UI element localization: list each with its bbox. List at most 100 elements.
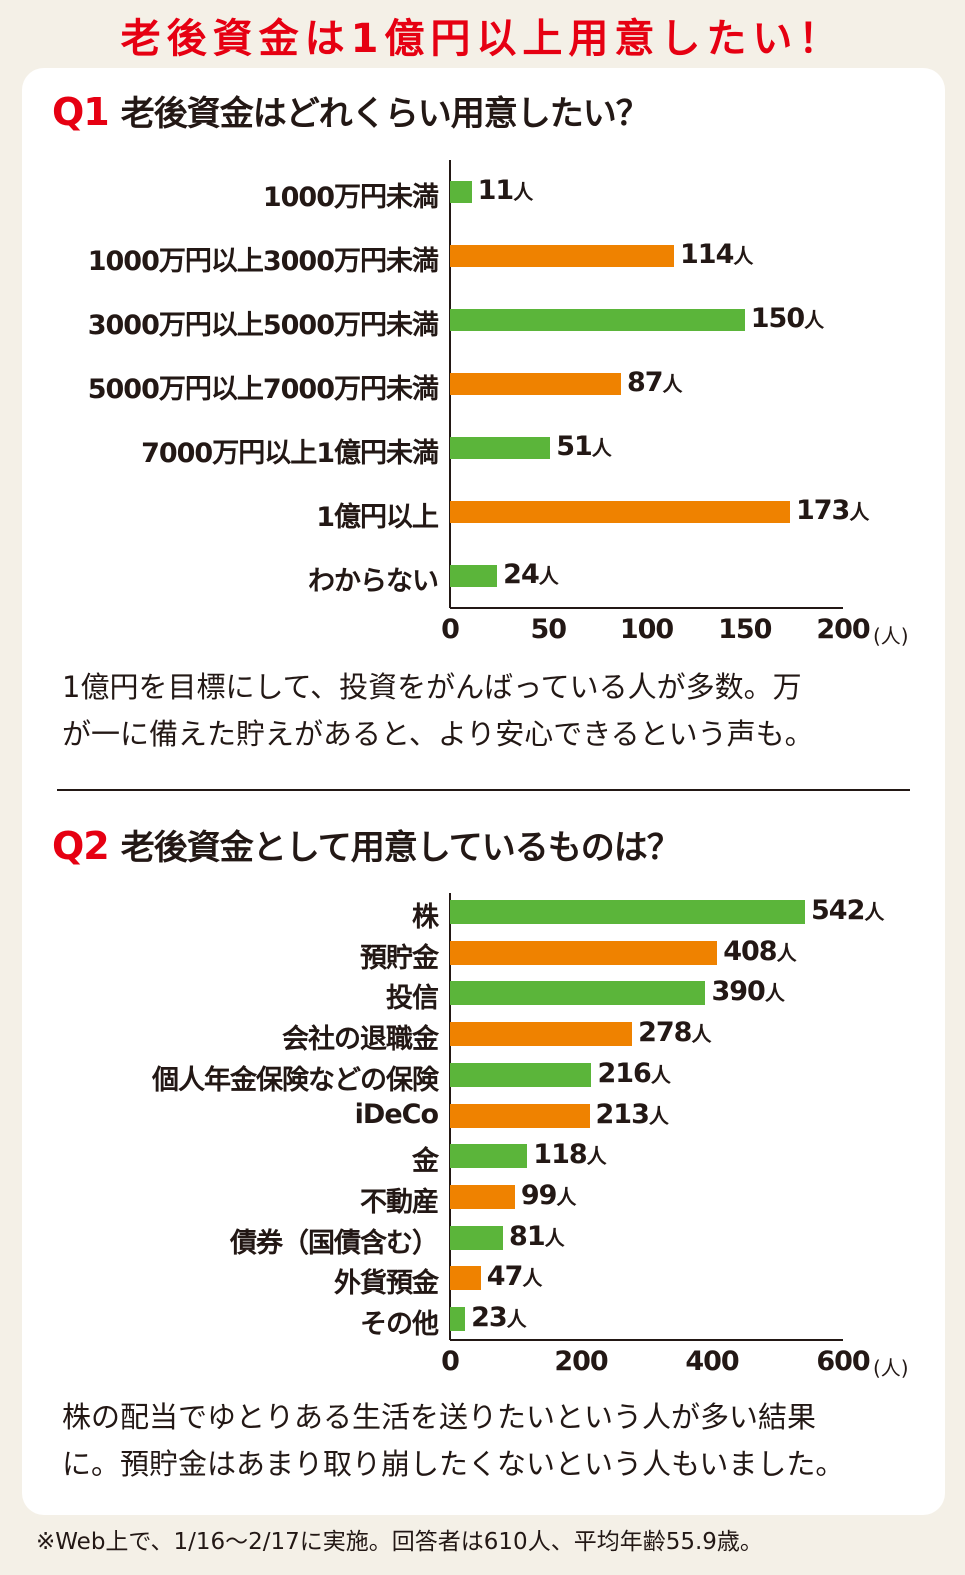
q1-comment: 1億円を目標にして、投資をがんばっている人が多数。万 が一に備えた貯えがあると、… (62, 664, 922, 758)
x-tick-label: 0 (441, 614, 460, 645)
data-value: 390 (711, 976, 765, 1008)
q2-comment-line: 株の配当でゆとりある生活を送りたいという人が多い結果 (62, 1400, 817, 1434)
data-unit: 人 (522, 1266, 542, 1291)
category-label: 債券（国債含む） (230, 1227, 439, 1259)
data-value: 408 (723, 935, 777, 967)
section-divider (57, 789, 910, 791)
data-value: 47 (486, 1261, 524, 1293)
bar (450, 1062, 592, 1087)
data-value: 23 (471, 1302, 508, 1333)
data-label: 118人 (533, 1139, 607, 1171)
data-label: 23人 (471, 1302, 527, 1333)
bar (450, 981, 706, 1006)
bar (450, 437, 551, 459)
data-unit: 人 (544, 1225, 565, 1250)
data-unit: 人 (691, 1022, 711, 1047)
bar (450, 181, 472, 203)
category-label: 5000万円以上7000万円未満 (87, 374, 439, 405)
category-label: 預貯金 (360, 942, 439, 974)
x-tick-label: 50 (530, 614, 567, 645)
category-label: 1000万円以上3000万円未満 (87, 246, 439, 277)
data-label: 51人 (556, 431, 612, 462)
data-label: 216人 (597, 1057, 670, 1089)
q2-comment-line: に。預貯金はあまり取り崩したくないという人もいました。 (62, 1447, 845, 1481)
data-value: 87 (626, 367, 664, 398)
bar (450, 1022, 633, 1047)
data-label: 24人 (503, 559, 559, 590)
data-value: 216 (597, 1057, 651, 1089)
data-value: 24 (503, 559, 540, 590)
data-unit: 人 (513, 180, 533, 204)
bar (450, 940, 718, 965)
category-label: わからない (308, 566, 439, 597)
x-axis-line (450, 1339, 843, 1341)
bar (450, 1144, 528, 1169)
bar (450, 1225, 504, 1250)
footnote: ※Web上で、1/16〜2/17に実施。回答者は610人、平均年齢55.9歳。 (36, 1529, 763, 1555)
data-value: 118 (533, 1139, 587, 1171)
data-value: 278 (638, 1017, 692, 1049)
x-tick-label: 200 (554, 1346, 608, 1377)
category-label: 1億円以上 (316, 502, 439, 533)
data-unit: 人 (662, 372, 683, 396)
data-label: 87人 (626, 367, 683, 398)
category-label: 外貨預金 (334, 1268, 439, 1300)
x-tick-label: 100 (619, 614, 674, 645)
q1-comment-line: 1億円を目標にして、投資をがんばっている人が多数。万 (62, 670, 802, 704)
data-label: 81人 (509, 1220, 565, 1252)
data-value: 173 (795, 495, 850, 526)
category-label: 3000万円以上5000万円未満 (87, 310, 439, 341)
category-label: 会社の退職金 (282, 1024, 439, 1056)
q2-question: 老後資金として用意しているものは？ (120, 828, 681, 868)
data-value: 11 (477, 175, 515, 206)
x-axis-unit: (人) (873, 1356, 909, 1380)
q1-title: Q1 老後資金はどれくらい用意したい？ (52, 86, 650, 135)
data-label: 11人 (477, 175, 534, 206)
bar (450, 900, 805, 924)
category-label: 個人年金保険などの保険 (152, 1064, 439, 1096)
data-unit: 人 (776, 940, 797, 965)
bar (450, 501, 790, 523)
bar (450, 565, 498, 587)
x-tick-label: 400 (685, 1346, 739, 1377)
data-label: 114人 (680, 239, 753, 270)
category-label: 1000万円未満 (262, 182, 439, 213)
x-axis-line (450, 607, 843, 609)
data-unit: 人 (556, 1184, 576, 1209)
x-axis-unit: (人) (873, 624, 909, 648)
data-value: 150 (750, 303, 805, 334)
data-label: 542人 (811, 895, 884, 926)
data-label: 150人 (750, 303, 824, 334)
data-unit: 人 (586, 1144, 607, 1169)
data-label: 173人 (795, 495, 869, 526)
bar (450, 1307, 466, 1331)
data-value: 213 (595, 1098, 650, 1130)
data-label: 408人 (723, 935, 797, 967)
survey-card (22, 68, 945, 1515)
data-unit: 人 (764, 981, 785, 1006)
category-label: 7000万円以上1億円未満 (141, 438, 439, 469)
bar (450, 1103, 590, 1128)
bar (450, 373, 621, 395)
data-value: 51 (556, 431, 593, 462)
bar (450, 245, 674, 267)
data-unit: 人 (648, 1103, 669, 1128)
q1-number: Q1 (52, 90, 110, 134)
x-tick-label: 150 (718, 614, 772, 645)
bar (450, 1184, 515, 1209)
data-unit: 人 (591, 436, 612, 460)
bar (450, 1266, 481, 1291)
q2-comment: 株の配当でゆとりある生活を送りたいという人が多い結果 に。預貯金はあまり取り崩し… (62, 1394, 922, 1488)
category-label: 不動産 (360, 1186, 439, 1218)
data-value: 114 (680, 239, 734, 270)
q2-number: Q2 (52, 824, 110, 868)
data-unit: 人 (864, 900, 884, 924)
category-label: iDeCo (354, 1098, 439, 1130)
category-label: 投信 (386, 983, 439, 1015)
data-unit: 人 (804, 308, 824, 332)
x-tick-label: 200 (816, 614, 870, 645)
x-tick-label: 600 (816, 1346, 870, 1377)
data-value: 81 (509, 1220, 546, 1252)
q1-question: 老後資金はどれくらい用意したい？ (120, 94, 650, 134)
category-label: 株 (412, 902, 439, 933)
